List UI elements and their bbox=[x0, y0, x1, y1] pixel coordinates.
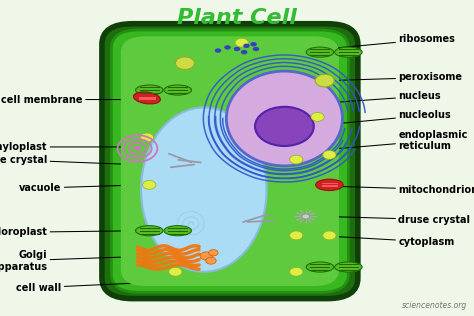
Ellipse shape bbox=[164, 226, 191, 236]
Circle shape bbox=[200, 252, 212, 260]
Circle shape bbox=[209, 250, 218, 256]
Text: vacuole: vacuole bbox=[19, 183, 142, 193]
Ellipse shape bbox=[335, 47, 362, 57]
Text: druse crystal: druse crystal bbox=[325, 215, 470, 225]
Circle shape bbox=[290, 267, 303, 276]
Circle shape bbox=[140, 133, 154, 142]
Text: Golgi
apparatus: Golgi apparatus bbox=[0, 250, 154, 271]
FancyBboxPatch shape bbox=[121, 36, 339, 286]
Circle shape bbox=[311, 112, 324, 121]
Circle shape bbox=[143, 180, 156, 189]
Ellipse shape bbox=[141, 107, 266, 272]
Circle shape bbox=[323, 231, 336, 240]
Circle shape bbox=[290, 231, 303, 240]
Text: sciencenotes.org: sciencenotes.org bbox=[401, 301, 467, 310]
Circle shape bbox=[206, 257, 216, 264]
Circle shape bbox=[253, 47, 259, 51]
Text: cytoplasm: cytoplasm bbox=[315, 235, 455, 247]
Text: cell membrane: cell membrane bbox=[1, 94, 145, 105]
FancyBboxPatch shape bbox=[111, 30, 348, 292]
Ellipse shape bbox=[136, 226, 163, 236]
Circle shape bbox=[323, 150, 336, 159]
Circle shape bbox=[215, 48, 221, 53]
Ellipse shape bbox=[306, 262, 334, 272]
Text: cell wall: cell wall bbox=[17, 283, 142, 293]
Circle shape bbox=[243, 44, 250, 48]
Circle shape bbox=[134, 146, 141, 151]
Ellipse shape bbox=[164, 85, 191, 95]
Ellipse shape bbox=[335, 262, 362, 272]
Circle shape bbox=[235, 38, 248, 47]
Circle shape bbox=[224, 45, 231, 50]
Ellipse shape bbox=[306, 47, 334, 57]
Ellipse shape bbox=[136, 85, 163, 95]
Circle shape bbox=[315, 74, 334, 87]
Text: chloroplast: chloroplast bbox=[0, 227, 145, 237]
Text: mitochondrion: mitochondrion bbox=[339, 185, 474, 195]
Text: endoplasmic
reticulum: endoplasmic reticulum bbox=[320, 130, 467, 151]
Circle shape bbox=[302, 214, 310, 219]
Text: nucleolus: nucleolus bbox=[308, 110, 451, 126]
Circle shape bbox=[250, 42, 257, 46]
FancyBboxPatch shape bbox=[102, 24, 358, 299]
Circle shape bbox=[234, 47, 240, 51]
Text: raphide crystal: raphide crystal bbox=[0, 155, 128, 165]
Text: peroxisome: peroxisome bbox=[329, 72, 462, 82]
Text: ribosomes: ribosomes bbox=[292, 34, 455, 52]
Circle shape bbox=[175, 57, 194, 70]
Text: amyloplast: amyloplast bbox=[0, 142, 121, 152]
Ellipse shape bbox=[226, 71, 342, 166]
Text: nucleus: nucleus bbox=[329, 91, 441, 103]
Circle shape bbox=[169, 267, 182, 276]
Circle shape bbox=[241, 50, 247, 54]
Text: Plant Cell: Plant Cell bbox=[177, 8, 297, 28]
Circle shape bbox=[255, 107, 314, 146]
Ellipse shape bbox=[134, 92, 160, 104]
Circle shape bbox=[290, 155, 303, 164]
Ellipse shape bbox=[316, 179, 343, 191]
